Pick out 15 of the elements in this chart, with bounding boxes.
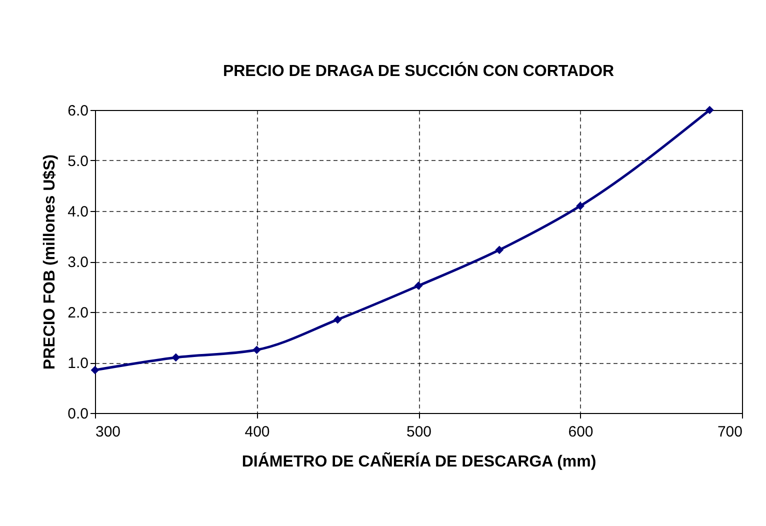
x-tick-label: 500: [406, 424, 432, 440]
y-tick-label: 3.0: [68, 254, 88, 271]
y-tick-label: 0.0: [68, 406, 88, 422]
x-tick-label: 700: [717, 424, 742, 440]
y-tick-label: 4.0: [68, 204, 88, 220]
y-tick-label: 1.0: [68, 355, 88, 372]
y-axis-title: PRECIO FOB (millones U$S): [42, 154, 59, 370]
chart-title: PRECIO DE DRAGA DE SUCCIÓN CON CORTADOR: [222, 61, 615, 80]
x-tick-label: 300: [96, 424, 121, 440]
x-axis-title: DIÁMETRO DE CAÑERÍA DE DESCARGA (mm): [242, 452, 596, 470]
y-tick-label: 6.0: [68, 102, 88, 120]
x-tick-label: 600: [568, 424, 594, 440]
y-tick-label: 5.0: [68, 153, 88, 170]
x-tick-label: 400: [244, 424, 270, 440]
y-tick-label: 2.0: [68, 304, 88, 322]
